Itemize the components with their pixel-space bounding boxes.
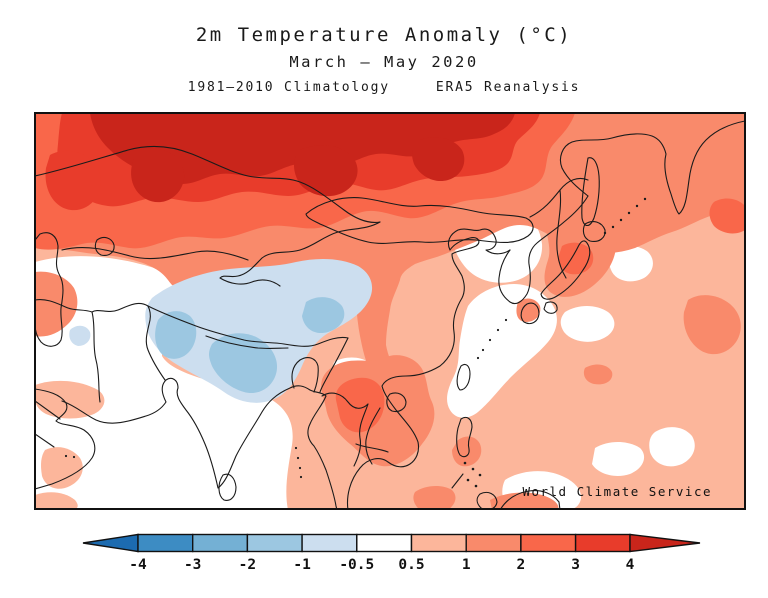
source-label: ERA5 Reanalysis [435,80,581,95]
coastlines-and-borders [35,120,745,509]
island-borneo [500,490,561,509]
island-sakhalin [581,157,600,227]
corner-salmon-patch [35,492,78,509]
anomaly-plus4-core [90,113,515,184]
border-india-pakistan [145,305,166,381]
colorbar-tick: -0.5 [339,557,374,573]
map-contour-fills: World Climate Service [35,113,745,509]
indochina-plus2-core [335,377,385,433]
anomaly-west-edge-blob [35,271,78,337]
colorbar-tick: -4 [129,557,147,573]
island-mindanao [476,491,498,509]
colorbar-bin [356,533,413,553]
cold-med-core-a [155,311,197,359]
plus4-lobe-a [131,148,185,203]
island-kyushu-shikoku [520,301,558,325]
colorbar-bin [191,533,249,553]
colorbar-tick: 2 [517,557,526,573]
border-ne-india [319,337,349,393]
border-kazakh-north [35,146,381,223]
colorbar-left-arrow [82,533,139,553]
colorbar-tick: -2 [239,557,256,573]
philippines-plus1-blob [452,436,482,467]
island-palawan [451,473,464,489]
border-himalaya [147,305,349,349]
pacific-plus1-blob-b [583,364,613,385]
colorbar-bin [574,533,631,553]
coastline-okhotsk-kamchatka [559,120,745,215]
oman-salmon-patch [41,447,83,489]
header-meta-row: 1981–2010 Climatology ERA5 Reanalysis [0,80,768,95]
south-edge-plus1-blob [413,486,456,509]
island-srilanka [218,473,237,501]
colorbar-tick: 4 [626,557,635,573]
colorbar-tick: -3 [184,557,201,573]
island-taiwan [456,363,471,391]
plus4-lobe-c [412,137,465,182]
border-iran-west [35,299,93,313]
coastline-indochina-china [346,228,511,509]
border-mongolia [305,197,534,244]
colorbar-tick: -1 [293,557,311,573]
pacific-plus1-blob-a [683,295,741,355]
colorbar-bin [137,533,194,553]
colorbar-bin [465,533,522,553]
island-luzon [456,416,473,458]
page-title: 2m Temperature Anomaly (°C) [195,24,573,46]
border-sea-internal [321,392,389,467]
colorbar-bin [520,533,577,553]
border-bangladesh [291,357,319,393]
india-cold-light [145,258,373,403]
anomaly-plus3-sw-lobe [45,150,101,211]
border-amur-ussuri [529,177,589,279]
anomaly-plus2-right-blob [709,198,745,234]
climatology-label: 1981–2010 Climatology [187,80,390,95]
coastline-korea-fareast [498,195,589,305]
page-subtitle: March – May 2020 [289,53,479,71]
colorbar-tick-labels: -4 -3 -2 -1 -0.5 0.5 1 2 3 4 [129,557,634,573]
coastline-iran-india-myanmar [61,377,338,509]
border-china-west [219,221,381,287]
small-island-dots [64,197,647,488]
colorbar-tick: 0.5 [398,557,424,573]
border-kazakh-south [61,247,249,261]
border-afghanistan [91,302,149,403]
colorbar-tick: 1 [462,557,471,573]
border-saudi [35,400,61,448]
island-hainan [386,392,407,413]
island-hokkaido [582,221,606,242]
cold-med-core-c [302,297,345,334]
cold-light-dot [69,325,91,346]
coastline-arabia [35,388,96,490]
plus4-lobe-b [294,145,358,197]
colorbar-bin [410,533,467,553]
colorbar-tick: 3 [571,557,580,573]
colorbar-bin [301,533,358,553]
colorbar-right-arrow [629,533,701,553]
colorbar-bin [246,533,303,553]
map-frame [34,112,746,510]
arabia-salmon-patch [35,380,105,419]
colorbar [82,533,701,553]
island-honshu [540,240,591,300]
borneo-plus1-blob [490,492,559,509]
watermark-text: World Climate Service [522,484,712,499]
